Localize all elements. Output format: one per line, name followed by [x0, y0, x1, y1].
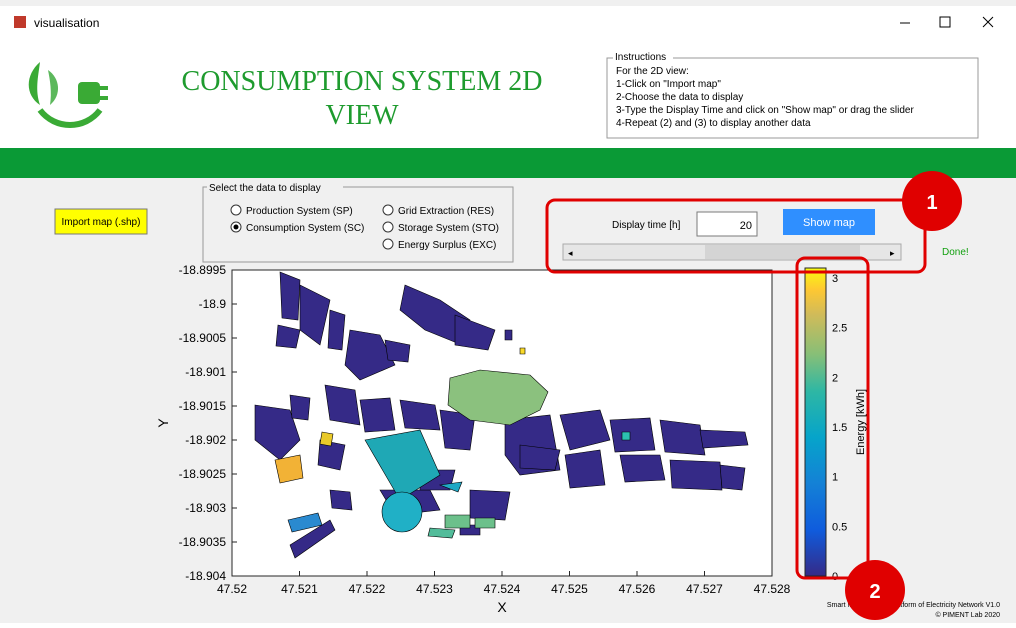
radio-dot: [233, 224, 239, 230]
app-icon: [14, 16, 26, 28]
x-tick-label: 47.524: [484, 582, 521, 596]
instruction-line: 3-Type the Display Time and click on "Sh…: [616, 105, 914, 116]
close[interactable]: [982, 16, 994, 28]
y-axis-label: Y: [155, 418, 171, 428]
y-tick-label: -18.8995: [179, 263, 227, 277]
y-tick-label: -18.9025: [179, 467, 227, 481]
x-tick-label: 47.525: [551, 582, 588, 596]
buildings: [254, 271, 749, 559]
y-tick-label: -18.904: [185, 569, 226, 583]
colorbar-tick-label: 3: [832, 273, 838, 285]
radio-label[interactable]: Grid Extraction (RES): [398, 206, 494, 217]
y-tick-label: -18.9: [199, 297, 227, 311]
header-title: VIEW: [325, 100, 399, 131]
maximize[interactable]: [939, 16, 951, 28]
header-title: CONSUMPTION SYSTEM 2D: [182, 66, 543, 97]
y-tick-label: -18.901: [185, 365, 226, 379]
data-select-legend: Select the data to display: [209, 183, 321, 194]
show-map-button[interactable]: [783, 209, 875, 235]
instructions-legend: Instructions: [615, 52, 666, 63]
x-tick-label: 47.523: [416, 582, 453, 596]
title-bar: [0, 6, 1016, 40]
window-title: visualisation: [34, 16, 99, 30]
footer: Smart Management Platform of Electricity…: [827, 602, 1000, 609]
colorbar-label: Energy [kWh]: [855, 389, 867, 455]
slider-right[interactable]: ▸: [890, 248, 895, 258]
status: Done!: [942, 247, 969, 258]
callout-badge: [845, 560, 905, 620]
instruction-line: 1-Click on "Import map": [616, 79, 721, 90]
import-button-label: Import map (.shp): [62, 217, 141, 228]
footer: © PIMENT Lab 2020: [935, 611, 1000, 619]
x-tick-label: 47.528: [754, 582, 791, 596]
colorbar: [804, 267, 827, 577]
colorbar-tick-label: 2: [832, 372, 838, 384]
x-tick-label: 47.522: [349, 582, 386, 596]
import-button[interactable]: [54, 208, 148, 235]
show-map-label: Show map: [803, 217, 855, 229]
legend-bg: [613, 50, 673, 62]
radio[interactable]: [382, 204, 394, 216]
display-time-input[interactable]: [696, 211, 758, 237]
y-tick-label: -18.9005: [179, 331, 227, 345]
colorbar-tick-label: 1.5: [832, 422, 847, 434]
radio-label[interactable]: Storage System (STO): [398, 223, 499, 234]
y-tick-label: -18.9015: [179, 399, 227, 413]
display-time-label: Display time [h]: [612, 220, 681, 231]
instructions-box: [606, 57, 979, 139]
x-tick-label: 47.52: [217, 582, 247, 596]
y-tick-label: -18.903: [185, 501, 226, 515]
radio[interactable]: [230, 204, 242, 216]
radio[interactable]: [382, 238, 394, 250]
callout-number: 2: [869, 581, 880, 603]
instruction-line: For the 2D view:: [616, 66, 689, 77]
data-select-box: [202, 186, 514, 263]
radio-label[interactable]: Energy Surplus (EXC): [398, 240, 496, 251]
radio[interactable]: [382, 221, 394, 233]
x-tick-label: 47.521: [281, 582, 318, 596]
logo: [28, 62, 108, 128]
callout-number: 1: [926, 192, 937, 214]
y-tick-label: -18.902: [185, 433, 226, 447]
radio-label[interactable]: Consumption System (SC): [246, 223, 364, 234]
colorbar-tick-label: 0.5: [832, 521, 847, 533]
slider-left[interactable]: ◂: [568, 248, 573, 258]
x-tick-label: 47.527: [686, 582, 723, 596]
instruction-line: 2-Choose the data to display: [616, 92, 743, 103]
colorbar-tick-label: 1: [832, 472, 838, 484]
radio-label[interactable]: Production System (SP): [246, 206, 353, 217]
green-band: [0, 148, 1016, 178]
slider-thumb[interactable]: [705, 245, 860, 259]
legend-bg: [207, 181, 343, 193]
instruction-line: 4-Repeat (2) and (3) to display another …: [616, 118, 811, 129]
highlight-box: [545, 198, 927, 274]
highlight-box: [795, 256, 870, 580]
y-tick-label: -18.9035: [179, 535, 227, 549]
display-time-value: 20: [740, 220, 752, 232]
x-axis-label: X: [497, 599, 507, 615]
callout-badge: [902, 171, 962, 231]
colorbar-tick-label: 2.5: [832, 323, 847, 335]
x-tick-label: 47.526: [619, 582, 656, 596]
